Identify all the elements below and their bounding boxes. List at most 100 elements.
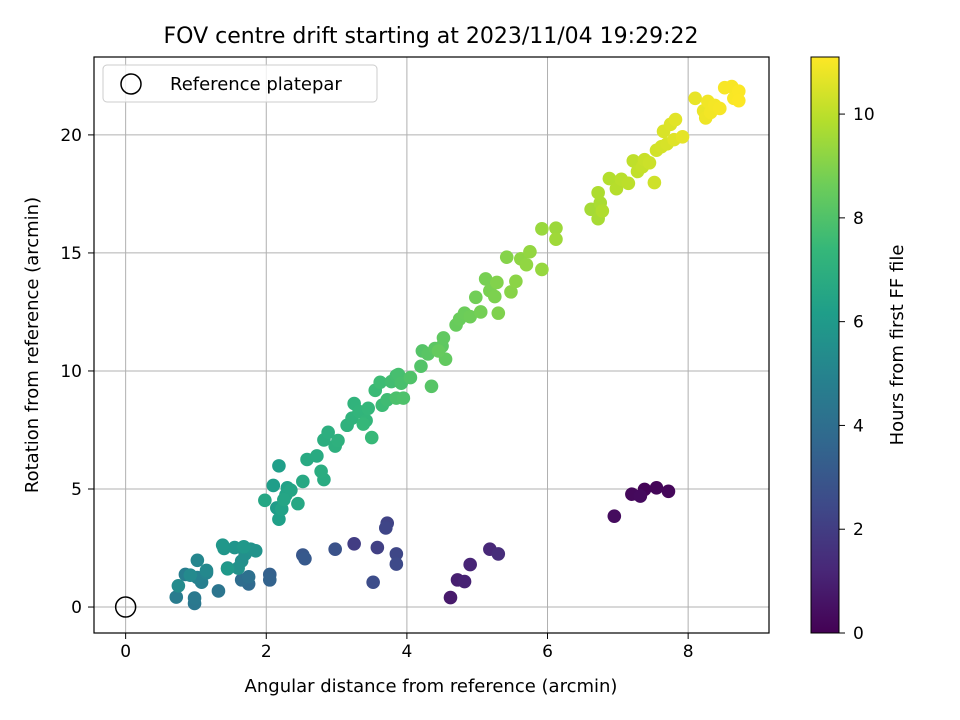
data-point: [220, 561, 235, 576]
colorbar: 0 2 4 6 8 10 Hours from first FF file: [810, 56, 908, 644]
colorbar-tick-label: 8: [853, 209, 864, 229]
data-point: [277, 492, 291, 507]
data-point: [266, 478, 281, 493]
data-point: [171, 578, 186, 593]
data-point: [535, 262, 549, 277]
x-tick-label: 6: [542, 642, 553, 662]
data-point: [262, 573, 277, 587]
legend: Reference platepar: [102, 64, 378, 103]
data-point: [487, 289, 502, 304]
data-point: [211, 584, 226, 598]
data-point: [366, 575, 380, 590]
legend-entry-reference-platepar: Reference platepar: [170, 74, 342, 95]
data-point: [675, 129, 690, 144]
data-point: [356, 417, 371, 431]
data-point: [310, 449, 324, 463]
y-tick-label: 10: [60, 362, 82, 382]
data-point: [403, 370, 418, 385]
data-point: [389, 547, 404, 561]
data-point: [491, 306, 506, 320]
data-point: [331, 433, 345, 448]
data-point: [231, 561, 245, 575]
data-point: [347, 536, 361, 551]
y-tick-label: 20: [60, 126, 82, 146]
data-point: [478, 272, 493, 286]
data-point: [370, 540, 385, 555]
data-point: [523, 244, 537, 259]
data-point: [436, 331, 451, 345]
data-point: [499, 250, 514, 264]
data-point: [373, 375, 387, 390]
data-point: [595, 204, 610, 218]
data-point: [535, 222, 549, 236]
colorbar-tick-label: 10: [853, 105, 875, 125]
data-point: [468, 290, 483, 305]
data-point: [364, 430, 379, 445]
data-point: [457, 574, 472, 589]
data-point: [215, 538, 230, 552]
data-point: [668, 112, 683, 127]
data-point: [378, 521, 393, 535]
data-point: [519, 257, 534, 272]
data-point: [291, 496, 305, 511]
data-point: [661, 484, 676, 499]
data-point: [731, 84, 746, 99]
x-tick-label: 4: [401, 642, 412, 662]
data-point: [431, 344, 446, 358]
data-point: [491, 547, 506, 561]
grid-lines: [94, 57, 769, 633]
data-point: [549, 221, 563, 235]
data-point: [284, 483, 298, 497]
data-point: [187, 591, 202, 605]
data-point: [649, 481, 664, 495]
data-point: [236, 540, 251, 554]
data-point: [298, 551, 312, 566]
data-point: [490, 275, 504, 290]
y-tick-label: 5: [71, 480, 82, 500]
data-point: [509, 274, 523, 289]
data-point: [607, 509, 622, 523]
data-point: [258, 493, 272, 508]
data-point: [633, 489, 648, 503]
data-point: [169, 590, 184, 604]
y-axis-label: Rotation from reference (arcmin): [22, 197, 43, 493]
data-point: [389, 557, 404, 571]
data-point: [642, 155, 657, 170]
legend-box: [102, 64, 378, 103]
chart-title: FOV centre drift starting at 2023/11/04 …: [164, 24, 699, 49]
data-point: [647, 175, 662, 190]
data-point: [463, 309, 477, 324]
x-axis-label: Angular distance from reference (arcmin): [245, 676, 618, 697]
y-tick-label: 0: [71, 598, 82, 618]
colorbar-ticks: 0 2 4 6 8 10: [839, 105, 875, 644]
colorbar-tick-label: 4: [853, 416, 864, 436]
colorbar-gradient: [810, 56, 840, 634]
colorbar-label: Hours from first FF file: [887, 245, 908, 446]
data-point: [183, 568, 198, 582]
data-point: [314, 464, 328, 479]
data-point: [199, 563, 214, 578]
reference-marker-layer: [114, 596, 137, 618]
data-point: [296, 474, 310, 489]
data-point: [328, 542, 342, 556]
data-point: [241, 570, 256, 584]
data-point: [321, 425, 335, 440]
reference-platepar-marker: [114, 596, 137, 618]
data-point: [190, 553, 205, 568]
x-axis-ticks: 0 2 4 6 8: [120, 633, 694, 662]
data-point: [712, 101, 727, 116]
x-tick-label: 8: [683, 642, 694, 662]
data-point: [396, 391, 411, 405]
data-point: [602, 171, 617, 186]
colorbar-tick-label: 6: [853, 313, 864, 333]
y-tick-label: 15: [60, 244, 82, 264]
data-point: [361, 401, 376, 416]
data-point: [591, 185, 605, 200]
data-point: [549, 232, 563, 247]
data-point: [473, 305, 488, 319]
data-point: [463, 557, 477, 572]
data-point: [414, 359, 428, 374]
data-points: [169, 79, 746, 611]
data-point: [621, 176, 636, 191]
